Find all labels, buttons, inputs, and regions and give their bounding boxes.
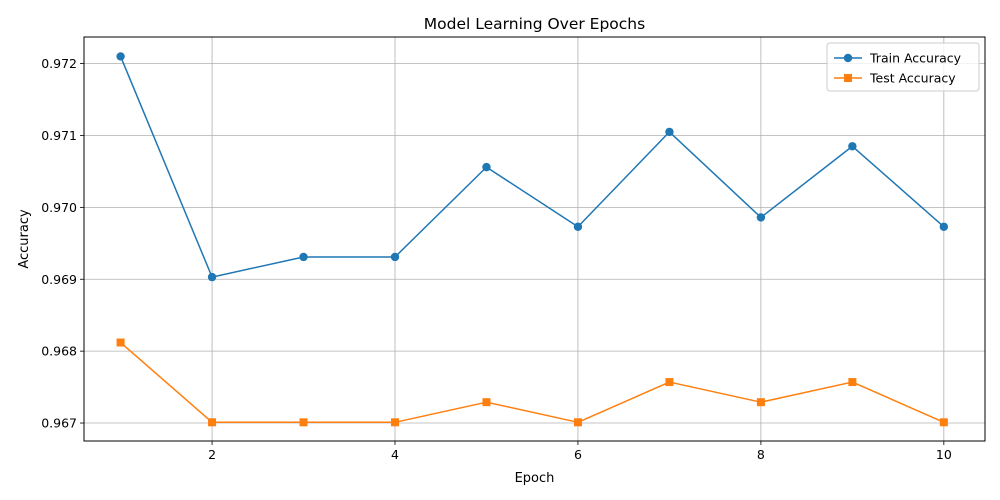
data-point (939, 222, 949, 231)
data-point (848, 378, 857, 387)
y-tick-label: 0.970 (41, 200, 77, 215)
data-point (573, 222, 583, 231)
series-line (120, 341, 945, 424)
x-tick-label: 6 (574, 447, 582, 462)
data-point (939, 418, 948, 427)
data-point (573, 418, 582, 427)
data-point (848, 142, 857, 151)
y-axis-label: Accuracy (17, 209, 32, 269)
y-tick-label: 0.967 (41, 416, 77, 431)
data-point (482, 398, 491, 407)
series-test-accuracy (116, 338, 948, 427)
data-point (665, 127, 674, 137)
data-point (207, 272, 217, 282)
data-point (391, 418, 400, 427)
x-axis-label: Epoch (515, 471, 555, 486)
x-tick-label: 2 (208, 447, 216, 462)
legend-label: Train Accuracy (869, 51, 962, 66)
data-point (665, 378, 674, 387)
series-train-accuracy (116, 52, 949, 282)
data-point (299, 252, 308, 262)
legend-label: Test Accuracy (869, 71, 956, 86)
data-point (390, 252, 400, 262)
x-tick-label: 10 (936, 447, 952, 462)
data-point (116, 338, 125, 347)
legend-item: Test Accuracy (834, 71, 956, 86)
y-tick-label: 0.969 (41, 272, 77, 287)
legend-box (826, 42, 980, 92)
axis-ticks: 2 4 6 8 10 0.967 0.968 0.969 0.970 0.971 0.972 (41, 56, 952, 462)
data-point (116, 52, 125, 61)
x-tick-label: 8 (757, 447, 765, 462)
chart-title: Model Learning Over Epochs (424, 15, 645, 33)
data-point (208, 418, 217, 427)
data-point (482, 162, 491, 172)
series-layer (116, 52, 949, 427)
legend: Train Accuracy Test Accuracy (826, 42, 980, 92)
series-line (119, 56, 945, 278)
y-tick-label: 0.971 (41, 128, 77, 143)
legend-item: Train Accuracy (834, 51, 962, 66)
legend-marker (844, 74, 852, 82)
data-point (756, 398, 765, 407)
plot-frame (83, 36, 986, 442)
y-tick-label: 0.972 (41, 56, 77, 71)
data-point (299, 418, 308, 427)
y-tick-label: 0.968 (41, 344, 77, 359)
legend-marker (843, 53, 853, 63)
x-tick-label: 4 (391, 447, 399, 462)
data-point (756, 213, 766, 222)
